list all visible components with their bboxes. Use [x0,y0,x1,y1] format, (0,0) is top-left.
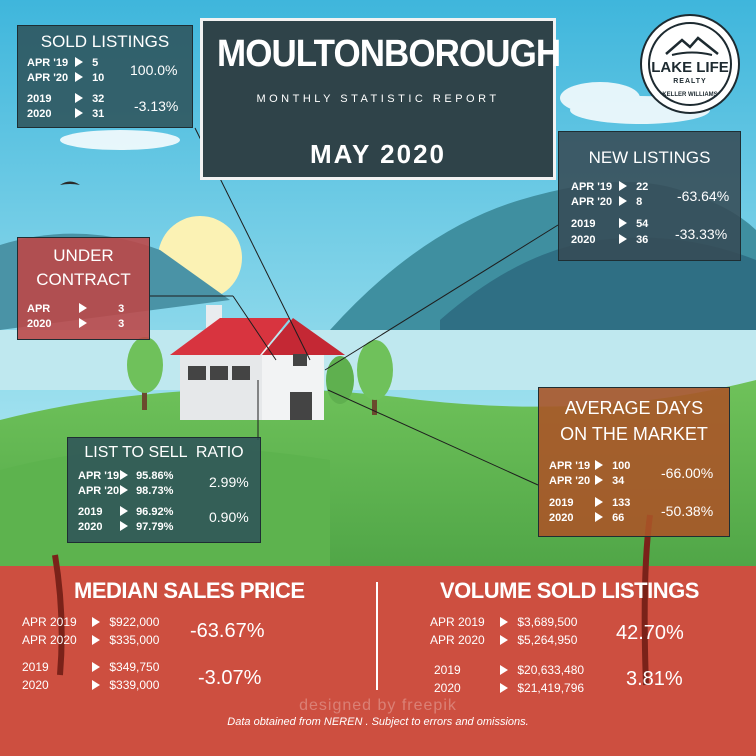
lts-row-2: APR '20 98.73% [78,485,174,497]
arrow-right-icon [595,475,603,485]
median-row-3: 2019 $349,750 [22,660,160,674]
avg-row-3: 2019 133 [549,497,631,509]
new-pct-year: -33.33% [675,226,728,242]
arrow-right-icon [92,635,100,645]
mountain-logo-icon [665,36,719,56]
sold-row-3: 2019 32 [27,93,105,105]
report-subtitle: MONTHLY STATISTIC REPORT [256,93,500,105]
avg-pct-month: -66.00% [661,465,714,481]
median-pct-month: -63.67% [190,620,265,642]
median-row-1: APR 2019 $922,000 [22,615,160,629]
logo-line3: KELLER WILLIAMS [662,92,718,98]
arrow-right-icon [75,93,83,103]
new-pct-month: -63.64% [677,188,730,204]
arrow-right-icon [75,57,83,67]
arrow-right-icon [75,72,83,82]
volume-pct-month: 42.70% [616,622,684,644]
data-disclaimer: Data obtained from NEREN . Subject to er… [227,716,529,728]
arrow-right-icon [619,234,627,244]
volume-row-3: 2019 $20,633,480 [434,663,585,677]
freepik-watermark: designed by freepik [299,697,457,714]
list-to-sell-title: LIST TO SELL RATIO [84,444,244,461]
arrow-right-icon [619,196,627,206]
arrow-right-icon [619,181,627,191]
avg-row-2: APR '20 34 [549,475,625,487]
new-row-1: APR '19 22 [571,181,649,193]
median-row-2: APR 2020 $335,000 [22,633,160,647]
under-contract-title-1: UNDER [53,246,114,265]
arrow-right-icon [79,303,87,313]
avg-pct-year: -50.38% [661,503,714,519]
volume-row-1: APR 2019 $3,689,500 [430,615,578,629]
volume-pct-year: 3.81% [626,668,683,690]
under-row-1: APR 3 [27,303,125,315]
arrow-right-icon [619,218,627,228]
volume-row-4: 2020 $21,419,796 [434,681,585,695]
under-contract-title-2: CONTRACT [36,270,131,289]
lake-life-realty-logo: LAKE LIFE REALTY KELLER WILLIAMS [640,14,740,114]
arrow-right-icon [595,497,603,507]
avg-days-panel: AVERAGE DAYS ON THE MARKET APR '19 100 A… [538,387,730,537]
arrow-right-icon [500,617,508,627]
lts-pct-year: 0.90% [209,509,249,525]
logo-line2: REALTY [673,78,707,85]
arrow-right-icon [500,683,508,693]
lts-pct-month: 2.99% [209,474,249,490]
under-row-2: 2020 3 [27,318,125,330]
sold-pct-year: -3.13% [134,98,179,114]
lts-row-3: 2019 96.92% [78,506,174,518]
arrow-right-icon [120,485,128,495]
volume-sold-title: VOLUME SOLD LISTINGS [440,578,699,603]
new-listings-panel: NEW LISTINGS APR '19 22 APR '20 8 2019 5… [558,131,741,261]
arrow-right-icon [500,635,508,645]
arrow-right-icon [120,470,128,480]
avg-days-title-1: AVERAGE DAYS [564,398,704,418]
avg-days-title-2: ON THE MARKET [560,424,708,444]
arrow-right-icon [92,617,100,627]
sold-listings-title: SOLD LISTINGS [40,32,170,51]
sold-row-1: APR '19 5 [27,57,99,69]
lts-row-4: 2020 97.79% [78,521,174,533]
arrow-right-icon [595,512,603,522]
volume-sold-section: VOLUME SOLD LISTINGS APR 2019 $3,689,500… [378,570,756,700]
arrow-right-icon [120,521,128,531]
lts-row-1: APR '19 95.86% [78,470,174,482]
median-row-4: 2020 $339,000 [22,678,160,692]
arrow-right-icon [120,506,128,516]
new-row-2: APR '20 8 [571,196,643,208]
under-contract-panel: UNDER CONTRACT APR 3 2020 3 [17,237,150,340]
city-title: MOULTONBOROUGH [217,33,561,75]
new-row-4: 2020 36 [571,234,649,246]
median-sales-price-section: MEDIAN SALES PRICE APR 2019 $922,000 APR… [0,570,376,700]
sold-pct-month: 100.0% [130,62,178,78]
arrow-right-icon [92,680,100,690]
new-row-3: 2019 54 [571,218,649,230]
arrow-right-icon [75,108,83,118]
sold-listings-panel: SOLD LISTINGS APR '19 5 APR '20 10 2019 … [17,25,193,128]
arrow-right-icon [79,318,87,328]
logo-line1: LAKE LIFE [651,59,729,76]
arrow-right-icon [92,662,100,672]
sold-row-4: 2020 31 [27,108,105,120]
median-price-title: MEDIAN SALES PRICE [74,578,305,603]
sold-row-2: APR '20 10 [27,72,105,84]
volume-row-2: APR 2020 $5,264,950 [430,633,578,647]
avg-row-4: 2020 66 [549,512,625,524]
arrow-right-icon [500,665,508,675]
arrow-right-icon [595,460,603,470]
header-banner: MOULTONBOROUGH MONTHLY STATISTIC REPORT … [200,18,561,180]
avg-row-1: APR '19 100 [549,460,631,472]
median-pct-year: -3.07% [198,667,262,689]
list-to-sell-panel: LIST TO SELL RATIO APR '19 95.86% APR '2… [67,437,261,543]
report-month: MAY 2020 [310,139,446,169]
new-listings-title: NEW LISTINGS [588,148,711,167]
